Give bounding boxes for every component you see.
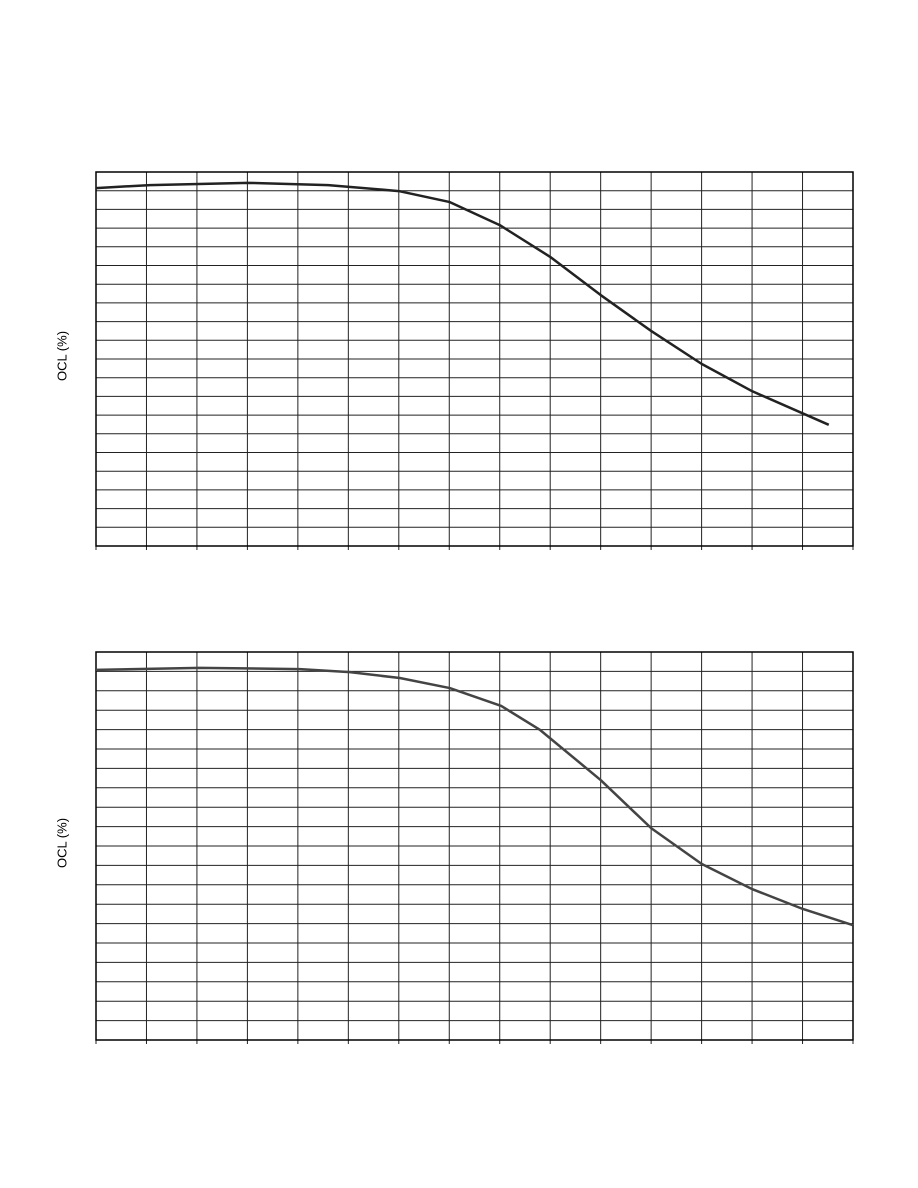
y-axis-label: OCL (%) xyxy=(54,818,69,868)
plot-frame xyxy=(95,171,854,547)
plot-frame xyxy=(95,651,854,1041)
y-axis-label: OCL (%) xyxy=(54,331,69,381)
line-series xyxy=(95,666,854,927)
line-series xyxy=(95,181,830,426)
